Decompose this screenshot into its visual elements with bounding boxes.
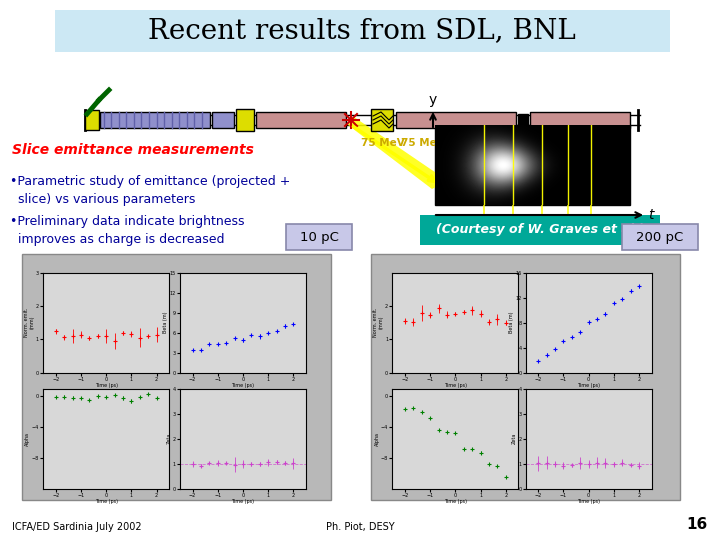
Text: y: y [429,93,437,107]
FancyBboxPatch shape [286,224,352,250]
Y-axis label: Alpha: Alpha [25,432,30,445]
Bar [212,112,234,128]
Text: (Courtesy of W. Graves et al.): (Courtesy of W. Graves et al.) [436,224,644,237]
Text: Ph. Piot, DESY: Ph. Piot, DESY [325,522,395,532]
Text: •Preliminary data indicate brightness
  improves as charge is decreased: •Preliminary data indicate brightness im… [10,215,245,246]
Text: 5 MeV: 5 MeV [532,138,568,148]
Bar [256,112,346,128]
Text: 75 MeV: 75 MeV [401,138,445,148]
Bar [55,10,670,52]
X-axis label: Time (ps): Time (ps) [95,383,117,388]
Text: Recent results from SDL, BNL: Recent results from SDL, BNL [148,17,576,44]
Y-axis label: Zeta: Zeta [512,433,517,444]
Bar [518,114,528,126]
Bar [530,112,630,128]
Y-axis label: Alpha: Alpha [374,432,379,445]
X-axis label: Time (ps): Time (ps) [577,383,600,388]
Text: 75 MeV: 75 MeV [361,138,405,148]
FancyBboxPatch shape [622,224,698,250]
Bar [420,215,660,245]
Y-axis label: Beta (m): Beta (m) [509,312,514,333]
X-axis label: Time (ps): Time (ps) [444,383,467,388]
Bar [371,109,393,131]
Bar [236,109,254,131]
Bar [435,125,630,205]
X-axis label: Time (ps): Time (ps) [95,500,117,504]
Bar [100,112,210,128]
X-axis label: Time (ps): Time (ps) [232,383,254,388]
Y-axis label: Norm. emit.
(mm): Norm. emit. (mm) [373,308,384,338]
X-axis label: Time (ps): Time (ps) [232,500,254,504]
Text: 16: 16 [687,517,708,532]
Text: 200 pC: 200 pC [636,231,683,244]
Bar [396,112,516,128]
Text: Slice emittance measurements: Slice emittance measurements [12,143,254,157]
Y-axis label: Zeta: Zeta [166,433,171,444]
Bar [85,110,99,130]
Text: 10 pC: 10 pC [300,231,338,244]
X-axis label: Time (ps): Time (ps) [444,500,467,504]
Text: •Parametric study of emittance (projected +
  slice) vs various parameters: •Parametric study of emittance (projecte… [10,175,290,206]
Polygon shape [348,117,448,189]
Y-axis label: Norm. emit.
(mm): Norm. emit. (mm) [24,308,35,338]
Text: ICFA/ED Sardinia July 2002: ICFA/ED Sardinia July 2002 [12,522,142,532]
Y-axis label: Beta (m): Beta (m) [163,312,168,333]
X-axis label: Time (ps): Time (ps) [577,500,600,504]
Text: t: t [648,208,654,222]
